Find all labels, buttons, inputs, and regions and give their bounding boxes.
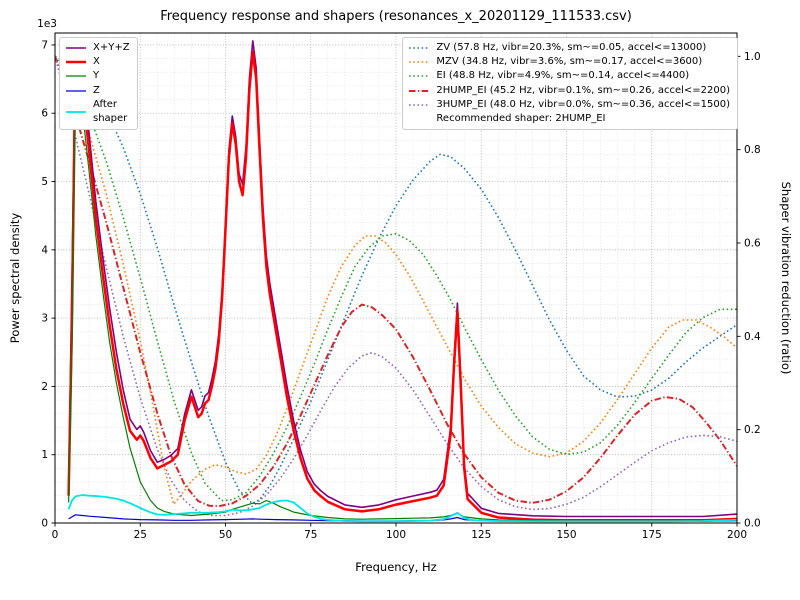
x-tick-label: 150	[556, 529, 576, 541]
line-zv	[55, 55, 737, 505]
line-2hump_ei	[55, 55, 737, 508]
legend-item-ei: EI (48.8 Hz, vibr=4.9%, sm~=0.14, accel<…	[408, 69, 730, 83]
y-left-tick-label: 7	[41, 39, 48, 51]
y-left-tick-label: 4	[41, 244, 48, 256]
legend-item-x-plus-y-plus-z: X+Y+Z	[65, 41, 130, 55]
legend-item-2hump_ei: 2HUMP_EI (45.2 Hz, vibr=0.1%, sm~=0.26, …	[408, 84, 730, 98]
line-ei	[55, 55, 737, 502]
legend-label-zv: ZV (57.8 Hz, vibr=20.3%, sm~=0.05, accel…	[436, 42, 707, 53]
legend-item-zv: ZV (57.8 Hz, vibr=20.3%, sm~=0.05, accel…	[408, 41, 730, 55]
3hump_ei-legend-line	[409, 104, 430, 106]
legend-label-ei: EI (48.8 Hz, vibr=4.9%, sm~=0.14, accel<…	[436, 70, 690, 82]
line-y	[68, 71, 737, 522]
zv-legend-line	[409, 47, 430, 49]
line-x	[67, 50, 737, 522]
x-axis-label: Frequency, Hz	[355, 560, 437, 574]
y-left-tick-label: 1	[41, 449, 48, 461]
y-right-tick-label: 0.6	[744, 238, 761, 250]
y-left-tick-label: 6	[41, 108, 48, 120]
y-left-tick-label: 3	[41, 313, 48, 325]
legend-label-x-plus-y-plus-z: X+Y+Z	[93, 42, 130, 53]
legend-label-mzv: MZV (34.8 Hz, vibr=3.6%, sm~=0.17, accel…	[436, 56, 703, 68]
legend-label-3hump_ei: 3HUMP_EI (48.0 Hz, vibr=0.0%, sm~=0.36, …	[436, 98, 730, 110]
legend-psd: X+Y+Z X Y Z After shaper	[59, 37, 138, 131]
line-after-shaper	[67, 494, 737, 523]
legend-item-x: X	[65, 55, 130, 69]
y-right-tick-label: 1.0	[744, 51, 761, 63]
legend-shapers: ZV (57.8 Hz, vibr=20.3%, sm~=0.05, accel…	[402, 37, 738, 131]
ei-legend-line	[409, 75, 430, 78]
x-tick-label: 25	[134, 529, 147, 541]
line-mzv	[55, 55, 737, 506]
after-shaper-legend-line	[66, 111, 86, 113]
y-left-tick-label: 5	[41, 176, 48, 188]
legend-item-y: Y	[65, 69, 130, 83]
legend-label-y: Y	[93, 70, 100, 82]
mzv-legend-line	[409, 61, 430, 64]
x-legend-line	[66, 61, 86, 64]
y-right-axis-label: Shaper vibration reduction (ratio)	[779, 181, 793, 375]
y-right-tick-label: 0.8	[744, 144, 761, 156]
x-tick-label: 50	[219, 529, 232, 541]
y-left-tick-label: 0	[41, 518, 48, 530]
legend-item-after-shaper: After shaper	[65, 98, 130, 126]
tick-labels: 0 25 50 75 100 125 150 175 200 0 1 2 3 4 5 6 7 0.0 0.2 0.4 0…	[37, 18, 761, 541]
z-legend-line	[66, 90, 86, 92]
y-right-tick-label: 0.2	[744, 424, 761, 436]
y-left-offset-text: 1e3	[37, 18, 57, 30]
y-left-tick-label: 2	[41, 381, 48, 393]
y-right-tick-label: 0.4	[744, 331, 761, 343]
line-x-plus-y-plus-z	[67, 40, 737, 518]
x-tick-label: 200	[727, 529, 747, 541]
series-lines	[55, 40, 737, 523]
y-legend-line	[66, 75, 86, 78]
legend-label-2hump_ei: 2HUMP_EI (45.2 Hz, vibr=0.1%, sm~=0.26, …	[436, 84, 730, 96]
x-tick-label: 100	[386, 529, 406, 541]
y-right-tick-label: 0.0	[744, 518, 761, 530]
x-plus-y-plus-z-legend-line	[66, 47, 86, 49]
legend-label-after-shaper: After shaper	[93, 98, 128, 124]
legend-note-text: Recommended shaper: 2HUMP_EI	[436, 112, 606, 124]
chart-title: Frequency response and shapers (resonanc…	[160, 9, 632, 24]
legend-item-mzv: MZV (34.8 Hz, vibr=3.6%, sm~=0.17, accel…	[408, 55, 730, 69]
x-tick-label: 125	[471, 529, 491, 541]
legend-item-3hump_ei: 3HUMP_EI (48.0 Hz, vibr=0.0%, sm~=0.36, …	[408, 98, 730, 112]
legend-label-x: X	[93, 56, 100, 68]
x-tick-label: 75	[304, 529, 317, 541]
x-tick-label: 0	[52, 529, 59, 541]
legend-item-z: Z	[65, 84, 130, 98]
legend-label-z: Z	[93, 84, 100, 96]
y-left-axis-label: Power spectral density	[8, 212, 22, 344]
2hump_ei-legend-line	[409, 89, 430, 92]
x-tick-label: 175	[642, 529, 662, 541]
legend-note-row: Recommended shaper: 2HUMP_EI	[408, 112, 730, 126]
